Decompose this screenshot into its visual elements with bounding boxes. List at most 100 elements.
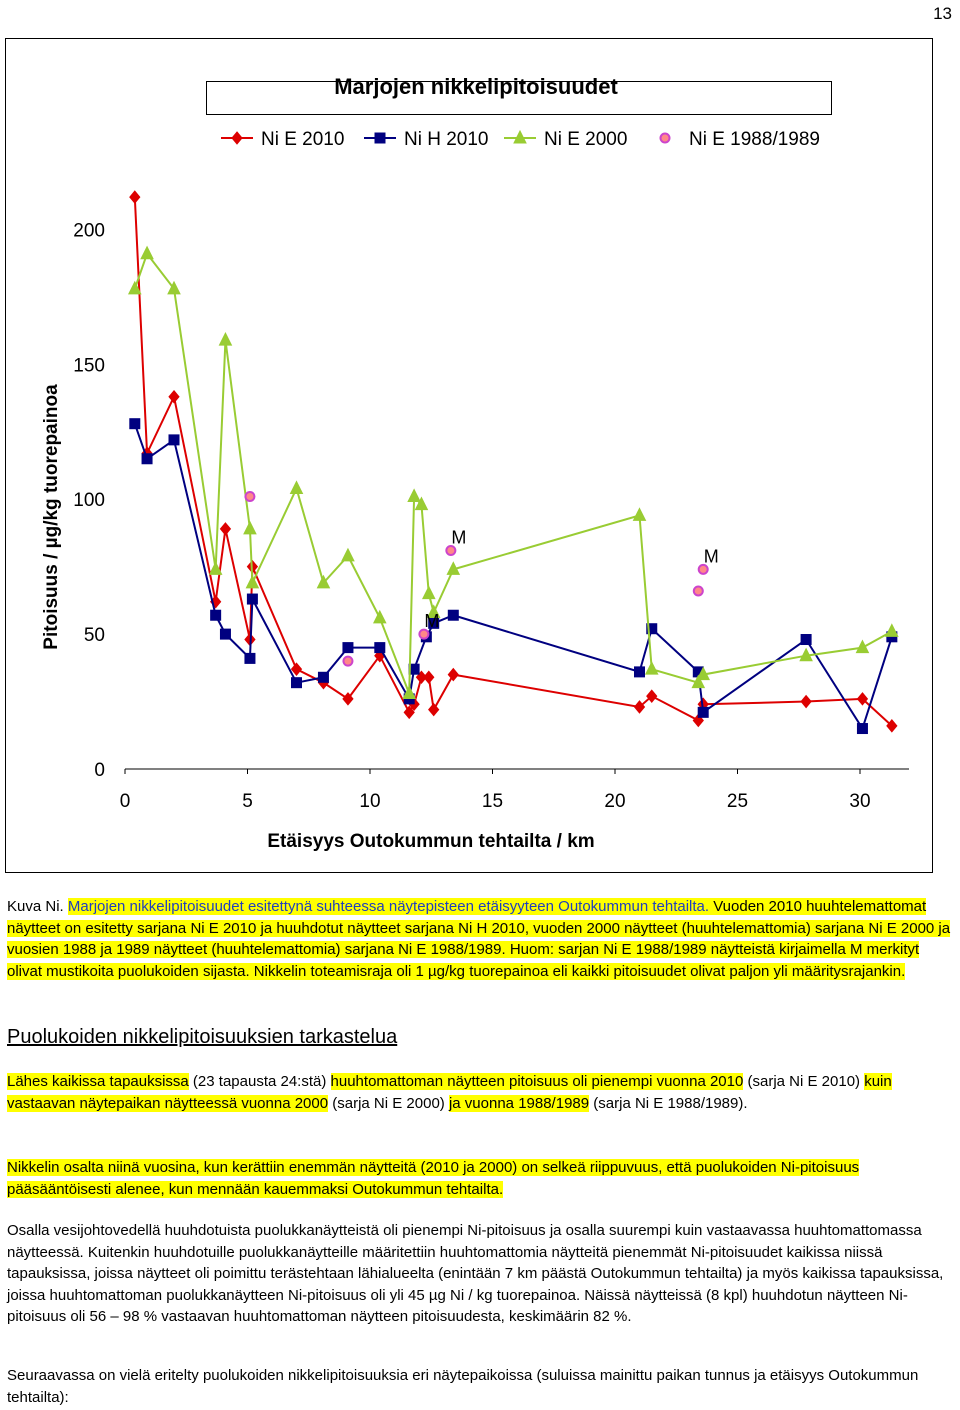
- data-point: [245, 574, 260, 589]
- data-point: [291, 677, 302, 689]
- data-point: [632, 507, 647, 521]
- data-point: [244, 491, 256, 503]
- data-point: [167, 280, 181, 295]
- data-point: [342, 655, 354, 667]
- series-line: [133, 251, 893, 694]
- data-point: [210, 609, 222, 621]
- section-heading: Puolukoiden nikkelipitoisuuksien tarkast…: [7, 1026, 398, 1048]
- x-tick-label: 20: [604, 791, 625, 812]
- paragraph-2: Nikkelin osalta niinä vuosina, kun kerät…: [7, 1157, 953, 1200]
- data-point: [374, 642, 386, 654]
- data-point: [886, 719, 898, 733]
- data-point: [290, 662, 303, 676]
- paragraph-3: Osalla vesijohtovedellä huuhdotuista puo…: [7, 1220, 953, 1328]
- p1-span-8: (sarja Ni E 1988/1989).: [589, 1094, 748, 1112]
- data-point: [423, 670, 435, 685]
- y-tick-label: 50: [84, 625, 105, 646]
- legend-items: Ni E 2010 Ni H 2010 Ni E 2000 Ni E 1988/198…: [221, 129, 820, 150]
- data-point: [246, 593, 258, 605]
- annotation-label: M: [451, 527, 466, 547]
- data-point: [168, 434, 180, 446]
- x-tick-label: 10: [359, 791, 380, 812]
- data-point: [402, 685, 417, 699]
- legend-label: Ni E 1988/1989: [689, 129, 820, 150]
- chart-legend: [206, 81, 832, 115]
- data-point: [885, 623, 899, 637]
- data-point: [243, 520, 257, 535]
- series-line: [133, 423, 893, 731]
- data-point: [244, 652, 256, 664]
- data-point: [445, 544, 457, 556]
- data-point: [342, 692, 354, 706]
- series-layer: M M M: [127, 190, 899, 735]
- data-point: [696, 666, 711, 681]
- p1-span-6: (sarja Ni E 2000): [328, 1094, 449, 1112]
- legend-label: Ni E 2000: [544, 129, 627, 150]
- series-3: M M M: [244, 491, 719, 667]
- data-point: [646, 623, 658, 635]
- data-point: [855, 639, 870, 654]
- x-axis-label: Etäisyys Outokummun tehtailta / km: [267, 831, 594, 852]
- data-point: [646, 689, 658, 703]
- data-point: [342, 642, 354, 654]
- x-tick-label: 15: [482, 791, 503, 812]
- legend-marker: [659, 132, 671, 144]
- series-2: [127, 245, 899, 699]
- caption-lead: Kuva Ni.: [7, 898, 68, 915]
- data-point: [644, 661, 659, 675]
- data-point: [446, 561, 461, 575]
- p1-span-2: (23 tapausta 24:stä): [188, 1073, 331, 1090]
- data-point: [219, 628, 231, 640]
- legend-marker: [513, 129, 527, 144]
- data-point: [633, 700, 646, 714]
- p1-span-1: Lähes kaikissa tapauksissa: [7, 1073, 189, 1090]
- legend-marker: [231, 131, 243, 145]
- figure-caption: Kuva Ni. Marjojen nikkelipitoisuudet esi…: [7, 896, 953, 982]
- x-tick-label: 25: [727, 791, 748, 812]
- data-point: [634, 666, 645, 678]
- data-point: [218, 331, 233, 346]
- data-point: [692, 585, 704, 597]
- page-number: 13: [933, 4, 952, 23]
- data-point: [447, 609, 459, 621]
- data-point: [407, 488, 421, 503]
- data-point: [426, 604, 441, 619]
- p1-span-3: huuhtomattoman näytteen pitoisuus oli pi…: [330, 1073, 744, 1090]
- data-point: [418, 628, 430, 640]
- x-tick-label: 0: [120, 791, 131, 812]
- series-line: [133, 197, 893, 727]
- series-0: [129, 190, 898, 733]
- data-point: [341, 547, 355, 562]
- p1-span-7: ja vuonna 1988/1989: [448, 1094, 590, 1112]
- y-tick-label: 150: [73, 355, 105, 376]
- data-point: [208, 561, 223, 575]
- p3-text: Osalla vesijohtovedellä huuhdotuista puo…: [7, 1222, 944, 1325]
- data-point: [168, 389, 180, 404]
- y-tick-label: 100: [73, 490, 105, 511]
- legend-label: Ni H 2010: [404, 129, 489, 150]
- data-point: [447, 667, 459, 682]
- paragraph-1: Lähes kaikissa tapauksissa (23 tapausta …: [7, 1071, 953, 1114]
- data-point: [316, 574, 331, 589]
- paragraph-4: Seuraavassa on vielä eritelty puolukoide…: [7, 1365, 953, 1408]
- series-1: [129, 418, 898, 735]
- data-point: [372, 609, 387, 624]
- chart-title: Marjojen nikkelipitoisuudet: [334, 74, 618, 99]
- data-point: [856, 692, 869, 706]
- x-tick-label: 30: [849, 791, 870, 812]
- data-point: [800, 694, 812, 709]
- caption-lead-highlight: Marjojen nikkelipitoisuudet esitettynä s…: [67, 898, 710, 915]
- data-point: [697, 706, 709, 718]
- data-point: [697, 563, 709, 575]
- data-point: [799, 647, 813, 662]
- y-tick-label: 0: [94, 760, 105, 781]
- data-point: [691, 674, 706, 689]
- p4-text: Seuraavassa on vielä eritelty puolukoide…: [7, 1367, 919, 1406]
- data-point: [129, 190, 141, 204]
- data-point: [140, 245, 154, 260]
- data-point: [856, 723, 868, 735]
- chart-axes: 0 5 10 15 20 25 30 0 50 100 150 200: [73, 220, 909, 812]
- p2-text: Nikkelin osalta niinä vuosina, kun kerät…: [7, 1159, 860, 1198]
- data-point: [421, 585, 436, 600]
- annotation-label: M: [424, 611, 439, 631]
